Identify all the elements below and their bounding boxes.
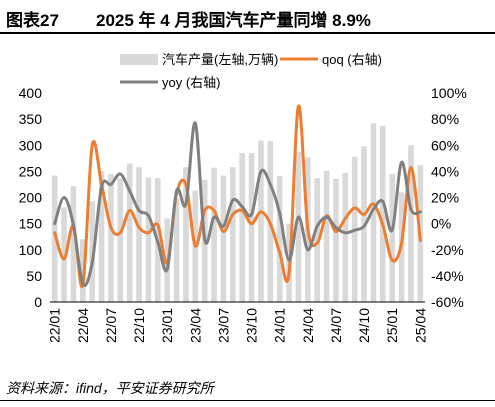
x-axis-tick-label: 23/01 bbox=[159, 308, 175, 343]
chart-title: 2025 年 4 月我国汽车产量同增 8.9% bbox=[96, 11, 371, 30]
x-axis-tick-label: 24/07 bbox=[328, 308, 344, 343]
production-bar bbox=[80, 239, 86, 302]
bottom-divider bbox=[0, 400, 495, 401]
legend-label-qoq: qoq (右轴) bbox=[322, 52, 382, 67]
x-axis-tick-label: 24/01 bbox=[272, 308, 288, 343]
right-axis-tick-label: -40% bbox=[431, 268, 464, 284]
right-axis-tick-label: 40% bbox=[431, 163, 459, 179]
production-bar bbox=[136, 167, 142, 302]
x-axis-tick-label: 25/01 bbox=[384, 308, 400, 343]
left-axis-tick-label: 300 bbox=[19, 137, 43, 153]
x-axis-tick-label: 24/10 bbox=[356, 308, 372, 343]
left-axis-tick-label: 200 bbox=[19, 190, 43, 206]
legend-swatch-production bbox=[120, 54, 158, 65]
production-bar bbox=[370, 123, 377, 303]
right-axis-tick-label: -60% bbox=[431, 294, 464, 310]
production-bar bbox=[333, 178, 339, 302]
production-bar bbox=[108, 173, 114, 302]
production-bar bbox=[98, 171, 105, 302]
source-note: 资料来源：ifind，平安证券研究所 bbox=[6, 380, 214, 396]
left-axis-tick-label: 100 bbox=[19, 242, 43, 258]
right-axis-tick-label: -20% bbox=[431, 242, 464, 258]
x-axis-tick-label: 22/04 bbox=[75, 308, 91, 343]
x-axis-tick-label: 22/01 bbox=[47, 308, 63, 343]
right-axis-tick-label: 80% bbox=[431, 111, 459, 127]
x-axis-tick-label: 22/10 bbox=[131, 308, 147, 343]
title-bar: 图表27 2025 年 4 月我国汽车产量同增 8.9% bbox=[0, 0, 495, 32]
production-bar bbox=[342, 172, 349, 302]
production-bar bbox=[173, 198, 180, 302]
title-divider bbox=[0, 32, 495, 34]
left-axis-tick-label: 0 bbox=[34, 294, 42, 310]
production-bar bbox=[220, 175, 227, 302]
left-axis-tick-label: 400 bbox=[19, 85, 43, 101]
production-bar bbox=[380, 125, 386, 302]
production-bar bbox=[314, 178, 320, 302]
production-bar bbox=[126, 163, 133, 302]
left-axis-tick-label: 250 bbox=[19, 163, 43, 179]
x-axis-tick-label: 23/04 bbox=[187, 308, 203, 343]
production-bar bbox=[295, 152, 302, 302]
production-bar bbox=[408, 145, 414, 302]
production-bar bbox=[117, 178, 124, 302]
axes-group: 0 50 100 150 200 250 300 350 400 -60% -40% -20% 0% 20… bbox=[19, 85, 467, 343]
yoy-line bbox=[53, 121, 422, 287]
production-bar bbox=[145, 177, 152, 302]
production-bar bbox=[61, 207, 67, 302]
x-axis-tick-label: 23/07 bbox=[215, 308, 231, 343]
production-bar bbox=[51, 175, 58, 302]
production-bar bbox=[239, 153, 245, 302]
left-axis-tick-label: 50 bbox=[26, 268, 42, 284]
production-bar bbox=[323, 170, 330, 302]
right-axis-tick-label: 60% bbox=[431, 137, 459, 153]
production-bar bbox=[70, 186, 77, 302]
production-bar bbox=[389, 173, 395, 302]
production-bar bbox=[276, 176, 283, 302]
production-bar bbox=[211, 167, 217, 302]
x-axis-tick-label: 25/04 bbox=[412, 308, 428, 343]
production-bar bbox=[248, 153, 255, 302]
legend-label-production: 汽车产量(左轴,万辆) bbox=[162, 52, 278, 67]
left-axis-tick-label: 150 bbox=[19, 216, 43, 232]
production-bar bbox=[258, 140, 264, 302]
right-axis-tick-label: 100% bbox=[431, 85, 467, 101]
legend-label-yoy: yoy (右轴) bbox=[162, 75, 221, 90]
right-axis-tick-label: 0% bbox=[431, 216, 451, 232]
chart-canvas: 0 50 100 150 200 250 300 350 400 -60% -40% -20% 0% 20… bbox=[19, 52, 467, 343]
legend: 汽车产量(左轴,万辆) qoq (右轴) yoy (右轴) bbox=[120, 52, 382, 90]
production-bar bbox=[89, 201, 95, 302]
line-series-group bbox=[53, 104, 422, 289]
right-axis-tick-label: 20% bbox=[431, 190, 459, 206]
figure-number: 图表27 bbox=[6, 11, 59, 30]
qoq-line bbox=[53, 104, 422, 289]
production-bar bbox=[230, 167, 236, 302]
x-axis-tick-label: 23/10 bbox=[244, 308, 260, 343]
x-axis-tick-label: 22/07 bbox=[103, 308, 119, 343]
x-axis-tick-label: 24/04 bbox=[300, 308, 316, 343]
production-bar bbox=[183, 167, 189, 302]
left-axis-tick-label: 350 bbox=[19, 111, 43, 127]
